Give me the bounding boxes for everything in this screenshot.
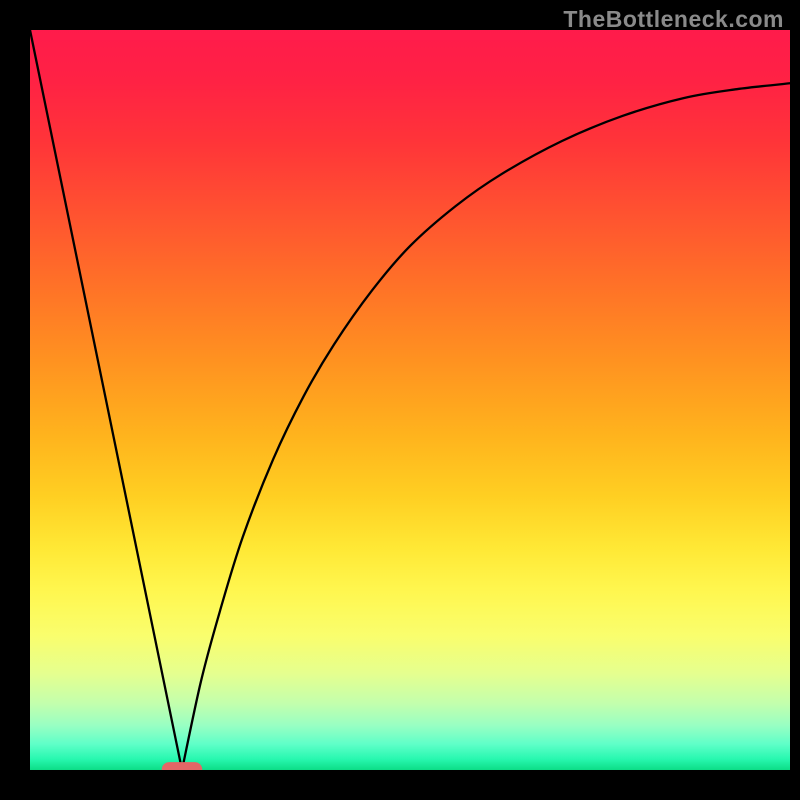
chart-root: TheBottleneck.com xyxy=(0,0,800,800)
watermark-label: TheBottleneck.com xyxy=(563,6,784,33)
bottleneck-chart xyxy=(30,30,790,770)
gradient-background xyxy=(30,30,790,770)
optimal-point-marker xyxy=(162,763,202,770)
